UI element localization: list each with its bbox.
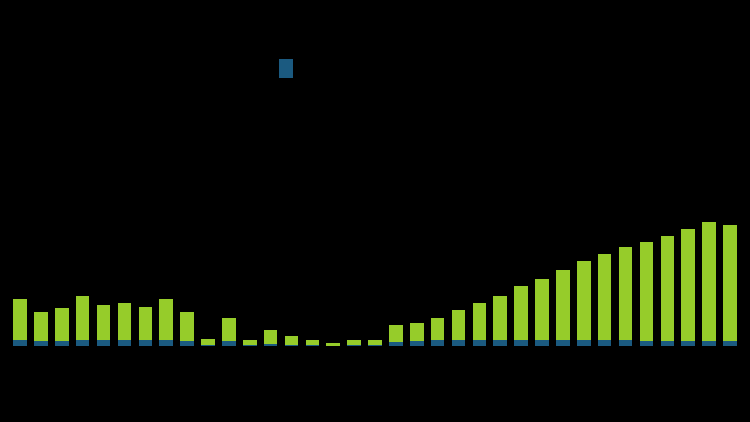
Bar	[222, 341, 236, 346]
Bar	[243, 340, 256, 346]
Bar	[640, 242, 653, 341]
Bar	[682, 341, 695, 346]
Bar	[472, 340, 486, 346]
Bar	[118, 303, 131, 340]
Bar	[702, 222, 716, 341]
Bar	[723, 225, 736, 341]
Bar	[76, 295, 89, 340]
Bar	[55, 341, 68, 346]
Bar	[598, 340, 611, 346]
Bar	[514, 286, 528, 340]
Bar	[139, 340, 152, 346]
Bar	[494, 340, 507, 346]
Bar	[201, 345, 214, 346]
Bar	[494, 296, 507, 340]
Bar	[264, 330, 278, 344]
Bar	[34, 341, 48, 346]
Bar	[160, 299, 173, 340]
Bar	[577, 261, 590, 340]
Bar	[702, 341, 716, 346]
Bar	[430, 318, 445, 340]
Bar	[13, 340, 27, 346]
Bar	[661, 341, 674, 346]
Bar	[723, 341, 736, 346]
Bar	[118, 340, 131, 346]
Bar	[619, 247, 632, 340]
Bar	[76, 340, 89, 346]
Bar	[55, 308, 68, 341]
Bar	[13, 299, 27, 340]
Bar	[472, 303, 486, 340]
Bar	[160, 340, 173, 346]
Bar	[410, 323, 424, 341]
Bar	[201, 339, 214, 345]
Bar	[682, 230, 695, 341]
Bar	[180, 312, 194, 341]
Bar	[514, 340, 528, 346]
Bar	[452, 310, 465, 340]
Bar	[556, 340, 570, 346]
Bar	[264, 344, 278, 346]
Bar	[97, 305, 110, 340]
Bar	[536, 340, 549, 346]
Bar	[661, 236, 674, 341]
Bar	[536, 279, 549, 340]
Bar	[577, 340, 590, 346]
Bar	[430, 340, 445, 346]
Bar	[556, 270, 570, 340]
Bar	[389, 342, 403, 346]
Bar	[285, 335, 298, 345]
Bar	[619, 340, 632, 346]
Bar	[180, 341, 194, 346]
Bar	[347, 340, 361, 346]
Bar	[222, 318, 236, 341]
Bar	[410, 341, 424, 346]
Bar	[139, 307, 152, 340]
Bar	[452, 340, 465, 346]
Bar	[305, 340, 320, 346]
Bar	[598, 254, 611, 340]
Bar	[285, 345, 298, 346]
Bar	[389, 325, 403, 342]
Bar	[97, 340, 110, 346]
Bar	[34, 312, 48, 341]
Bar	[368, 340, 382, 346]
Bar	[640, 341, 653, 346]
Bar	[326, 344, 340, 346]
